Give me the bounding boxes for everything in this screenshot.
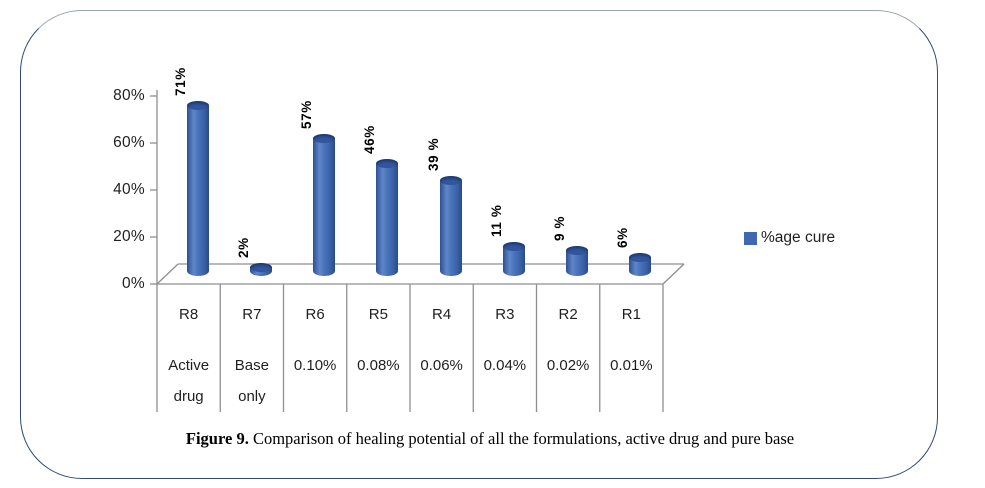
- subcategory-label-R1: 0.01%: [610, 357, 653, 374]
- figure-caption-number: Figure 9.: [185, 429, 249, 448]
- subcategory-label-R4: 0.06%: [420, 357, 463, 374]
- bar-cap-R1: [629, 253, 652, 263]
- figure-frame: [20, 10, 938, 479]
- legend: %age cure: [744, 229, 835, 247]
- bar-data-label-R3: 11 %: [488, 204, 504, 237]
- bar-cap-R2: [566, 246, 589, 256]
- subcategory-label-R7: Base only: [234, 357, 269, 405]
- bar-R7: [249, 267, 272, 277]
- legend-marker-icon: [744, 231, 757, 245]
- category-label-R7: R7: [242, 306, 262, 323]
- bar-data-label-R6: 57%: [299, 99, 315, 129]
- bar-R1: [629, 257, 652, 277]
- category-label-R2: R2: [558, 306, 578, 323]
- ytick-label-0pct: 0%: [121, 275, 145, 292]
- subcategory-label-R6: 0.10%: [293, 357, 337, 374]
- bar-data-label-R7: 2%: [235, 237, 251, 258]
- subcategory-label-R2: 0.02%: [546, 357, 590, 374]
- bar-R2: [566, 250, 589, 277]
- ytick-label-80pct: 80%: [113, 87, 145, 104]
- ytick-label-20pct: 20%: [113, 228, 145, 245]
- bar-R8: [186, 105, 209, 277]
- category-label-R5: R5: [368, 306, 388, 323]
- subcategory-label-R8: Active drug: [168, 357, 210, 405]
- bar-data-label-R1: 6%: [615, 227, 631, 249]
- bar-cap-R4: [439, 175, 462, 185]
- ytick-label-60pct: 60%: [113, 134, 145, 151]
- bar-data-label-R2: 9 %: [552, 216, 568, 242]
- bar-cap-R6: [313, 133, 336, 143]
- legend-label: %age cure: [761, 229, 836, 246]
- bar-data-label-R8: 71%: [172, 66, 188, 96]
- category-label-R6: R6: [305, 306, 325, 323]
- bar-R4: [439, 180, 462, 277]
- subcategory-label-R5: 0.08%: [357, 357, 400, 374]
- figure-caption-text: Comparison of healing potential of all t…: [248, 429, 795, 448]
- ytick-label-40pct: 40%: [113, 181, 145, 198]
- category-label-R8: R8: [179, 306, 199, 323]
- figure-caption: Figure 9. Comparison of healing potentia…: [40, 429, 940, 449]
- bar-cap-R8: [186, 100, 209, 110]
- bar-R3: [502, 246, 525, 277]
- category-label-R3: R3: [495, 306, 515, 323]
- bar-R5: [376, 163, 399, 277]
- bar-data-label-R5: 46%: [362, 125, 378, 155]
- bar-R6: [313, 138, 336, 277]
- category-label-R1: R1: [621, 306, 641, 323]
- bar-cap-R5: [376, 159, 399, 169]
- bar-data-label-R4: 39 %: [425, 137, 441, 171]
- bar-cap-R7: [249, 262, 272, 272]
- subcategory-label-R3: 0.04%: [483, 357, 527, 374]
- category-label-R4: R4: [432, 306, 452, 323]
- bar-cap-R3: [502, 241, 525, 251]
